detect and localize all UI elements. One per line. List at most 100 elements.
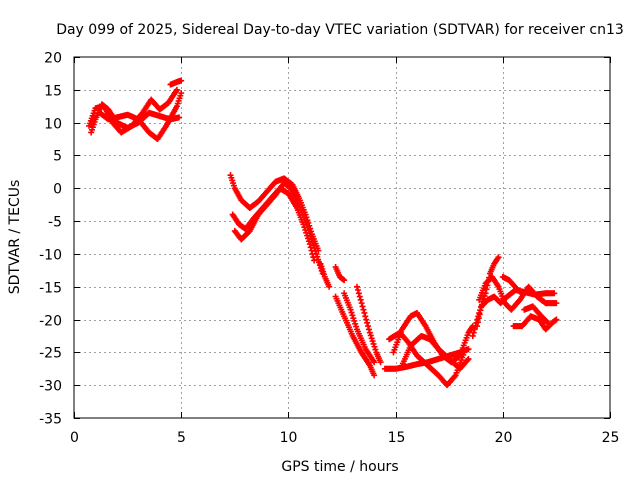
- data-point: [369, 338, 376, 345]
- data-point: [178, 77, 185, 84]
- y-tick-label: -15: [39, 281, 62, 297]
- data-point: [305, 227, 312, 234]
- y-tick-label: 20: [44, 51, 62, 67]
- data-point: [354, 287, 361, 294]
- data-point: [358, 300, 365, 307]
- axis-ticks: [74, 57, 611, 419]
- series-trace-c: [96, 90, 185, 143]
- x-tick-label: 0: [70, 430, 79, 446]
- data-point: [370, 340, 377, 347]
- series-trace-u: [510, 313, 560, 333]
- data-point: [311, 245, 318, 252]
- x-tick-label: 25: [602, 430, 620, 446]
- data-point: [356, 293, 363, 300]
- data-point: [464, 357, 471, 364]
- y-tick-label: -10: [39, 248, 62, 264]
- data-point: [361, 309, 368, 316]
- y-tick-label: 10: [44, 117, 62, 133]
- data-point: [465, 346, 472, 353]
- data-point: [368, 335, 375, 342]
- series-trace-p: [399, 332, 472, 372]
- data-point: [476, 311, 483, 318]
- data-point: [178, 90, 185, 97]
- x-tick-label: 20: [495, 430, 513, 446]
- data-point: [355, 290, 362, 297]
- data-point: [315, 256, 322, 263]
- series-trace-l: [354, 283, 384, 366]
- data-point: [313, 250, 320, 257]
- chart-title: Day 099 of 2025, Sidereal Day-to-day VTE…: [56, 22, 624, 38]
- y-tick-label: -30: [39, 379, 62, 395]
- data-point: [553, 316, 560, 323]
- data-point: [173, 86, 180, 93]
- data-point: [307, 233, 314, 240]
- data-point: [365, 326, 372, 333]
- y-tick-label: 0: [53, 182, 62, 198]
- data-point: [451, 373, 458, 380]
- data-point: [551, 290, 558, 297]
- data-point: [519, 290, 526, 297]
- data-point: [314, 253, 321, 260]
- data-point: [306, 230, 313, 237]
- y-axis-label: SDTVAR / TECUs: [7, 180, 23, 295]
- series-trace-k: [341, 290, 378, 366]
- data-point: [495, 254, 502, 261]
- data-point: [553, 300, 560, 307]
- data-point: [350, 315, 357, 322]
- data-point: [372, 346, 379, 353]
- data-point: [371, 359, 378, 366]
- series-trace-g: [231, 180, 326, 277]
- data-point: [352, 320, 359, 327]
- data-point: [351, 317, 358, 324]
- data-point: [469, 332, 476, 339]
- data-point: [304, 224, 311, 231]
- data-point: [353, 323, 360, 330]
- data-point: [359, 303, 366, 310]
- data-point: [465, 355, 472, 362]
- series-trace-d: [167, 77, 185, 88]
- y-tick-label: 15: [44, 84, 62, 100]
- y-tick-label: -20: [39, 314, 62, 330]
- x-tick-label: 15: [388, 430, 406, 446]
- data-point: [364, 319, 371, 326]
- data-point: [470, 329, 477, 336]
- data-point: [475, 315, 482, 322]
- data-point: [176, 114, 183, 121]
- data-point: [311, 257, 318, 264]
- data-point: [360, 306, 367, 313]
- data-point: [477, 307, 484, 314]
- y-tick-label: 5: [53, 149, 62, 165]
- plot-frame: [73, 56, 611, 419]
- data-point: [310, 242, 317, 249]
- data-point: [371, 343, 378, 350]
- series-trace-v: [521, 303, 551, 326]
- data-point: [474, 319, 481, 326]
- tick-labels: 0 5 10 15 20 25 20 15 10 5 0 -5 -10 -15 -20 -25 -30 -35: [39, 51, 619, 447]
- data-point: [365, 323, 372, 330]
- y-tick-label: -25: [39, 346, 62, 362]
- series-trace-o: [390, 309, 476, 366]
- data-point: [377, 359, 384, 366]
- data-point: [354, 283, 361, 290]
- data-point: [543, 318, 550, 325]
- data-point: [349, 312, 356, 319]
- series-trace-s: [476, 273, 560, 313]
- y-tick-label: -5: [48, 215, 62, 231]
- y-tick-label: -35: [39, 412, 62, 428]
- x-tick-label: 10: [280, 430, 298, 446]
- series-trace-i: [332, 264, 348, 284]
- data-point: [474, 323, 481, 330]
- data-point: [348, 309, 355, 316]
- grid: [74, 57, 610, 418]
- data-point: [309, 239, 316, 246]
- data-point: [326, 283, 333, 290]
- data-point: [366, 329, 373, 336]
- data-point: [367, 332, 374, 339]
- data-point: [347, 306, 354, 313]
- x-axis-label: GPS time / hours: [281, 459, 398, 475]
- data-point: [341, 277, 348, 284]
- data-point: [544, 319, 551, 326]
- data-point: [308, 236, 315, 243]
